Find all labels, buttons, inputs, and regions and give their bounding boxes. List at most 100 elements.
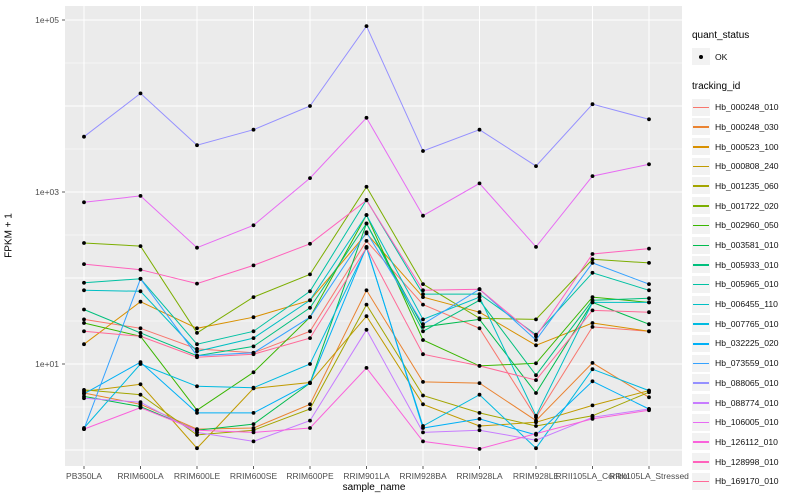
line-swatch [692, 157, 710, 175]
y-tick-label: 1e+03 [35, 187, 59, 197]
legend-item-label: Hb_000248_030 [715, 121, 779, 132]
series-color-line-icon [693, 283, 709, 286]
data-point [251, 295, 256, 299]
data-point [82, 396, 86, 401]
data-point [364, 314, 369, 319]
data-point [421, 380, 425, 384]
data-point [308, 381, 312, 385]
legend-item-label: Hb_169170_010 [715, 476, 779, 487]
data-point [251, 439, 256, 444]
data-point [421, 325, 425, 329]
data-point [647, 322, 651, 327]
data-point [421, 322, 425, 327]
data-point [308, 407, 312, 411]
data-point [364, 245, 369, 250]
x-tick-label: RRIM600PE [286, 471, 334, 481]
legend-item-label: Hb_088065_010 [715, 377, 779, 388]
x-tick-label: RRIM600LA [117, 471, 164, 481]
data-point [364, 239, 369, 243]
data-point [590, 270, 595, 275]
data-point [308, 402, 312, 407]
data-point [590, 403, 595, 408]
point-marker-key [692, 48, 710, 65]
data-point [308, 104, 312, 108]
data-point [421, 426, 425, 430]
series-color-line-icon [693, 382, 709, 384]
data-point [195, 245, 199, 250]
data-point [251, 422, 256, 426]
legend-item-Hb_002960_050: Hb_002960_050 [692, 216, 798, 234]
data-point [647, 261, 651, 265]
x-tick-label: RRIM600LE [174, 471, 221, 481]
data-point [647, 246, 651, 251]
data-point [138, 382, 143, 387]
legend-item-Hb_073559_010: Hb_073559_010 [692, 354, 798, 372]
data-point [195, 384, 199, 389]
data-point [82, 329, 86, 334]
line-swatch [692, 394, 710, 411]
legend-item-label: Hb_005933_010 [715, 259, 779, 270]
series-color-line-icon [693, 205, 709, 207]
data-point [590, 252, 595, 256]
legend-item-label: Hb_000248_010 [715, 102, 779, 113]
data-point [82, 288, 86, 293]
data-point [647, 296, 651, 301]
line-swatch [692, 354, 710, 372]
series-color-line-icon [693, 342, 709, 345]
data-point [251, 352, 256, 357]
line-swatch [692, 295, 710, 313]
data-point [138, 299, 143, 304]
data-point [534, 361, 538, 366]
data-point [590, 321, 595, 325]
x-tick-label: RRIM928LE [513, 471, 560, 481]
data-point [477, 428, 482, 433]
data-point [590, 379, 595, 384]
data-point [82, 307, 86, 312]
data-point [364, 230, 369, 235]
data-point [421, 430, 425, 435]
data-point [138, 400, 143, 405]
x-tick-label: RRIM928LA [456, 471, 503, 481]
legend-item-label: Hb_106005_010 [715, 417, 779, 428]
data-point [477, 287, 482, 292]
data-point [195, 331, 199, 335]
data-point [251, 329, 256, 334]
legend-spacer [692, 68, 798, 81]
data-point [308, 272, 312, 277]
series-color-line-icon [693, 303, 709, 306]
data-point [364, 288, 369, 293]
data-point [251, 430, 256, 435]
data-point [534, 420, 538, 425]
series-color-line-icon [693, 480, 709, 483]
line-swatch [692, 216, 710, 234]
legend-tracking-id-entries: Hb_000248_010 Hb_000248_030 Hb_000523_100 H… [692, 98, 798, 490]
line-swatch [692, 256, 710, 274]
data-point [590, 257, 595, 262]
data-point [477, 127, 482, 132]
data-point [364, 213, 369, 217]
legend-item-Hb_003581_010: Hb_003581_010 [692, 236, 798, 254]
data-point [421, 292, 425, 296]
legend-item-label: Hb_000523_100 [715, 141, 779, 152]
series-color-line-icon [693, 126, 709, 128]
data-point [534, 373, 538, 378]
legend-item-Hb_006455_110: Hb_006455_110 [692, 295, 798, 313]
data-point [421, 439, 425, 444]
data-point [590, 361, 595, 365]
data-point [590, 367, 595, 372]
data-point [590, 174, 595, 179]
data-point [477, 310, 482, 315]
data-point [251, 127, 256, 132]
y-tick-label: 1e+01 [35, 359, 59, 369]
data-point [308, 176, 312, 181]
data-point [534, 446, 538, 451]
line-swatch [692, 138, 710, 156]
data-point [364, 24, 369, 28]
data-point [421, 352, 425, 357]
series-color-line-icon [693, 146, 709, 148]
series-color-line-icon [693, 224, 709, 227]
series-color-line-icon [693, 185, 709, 188]
series-color-line-icon [693, 402, 709, 404]
legend-item-label: Hb_001235_060 [715, 180, 779, 191]
